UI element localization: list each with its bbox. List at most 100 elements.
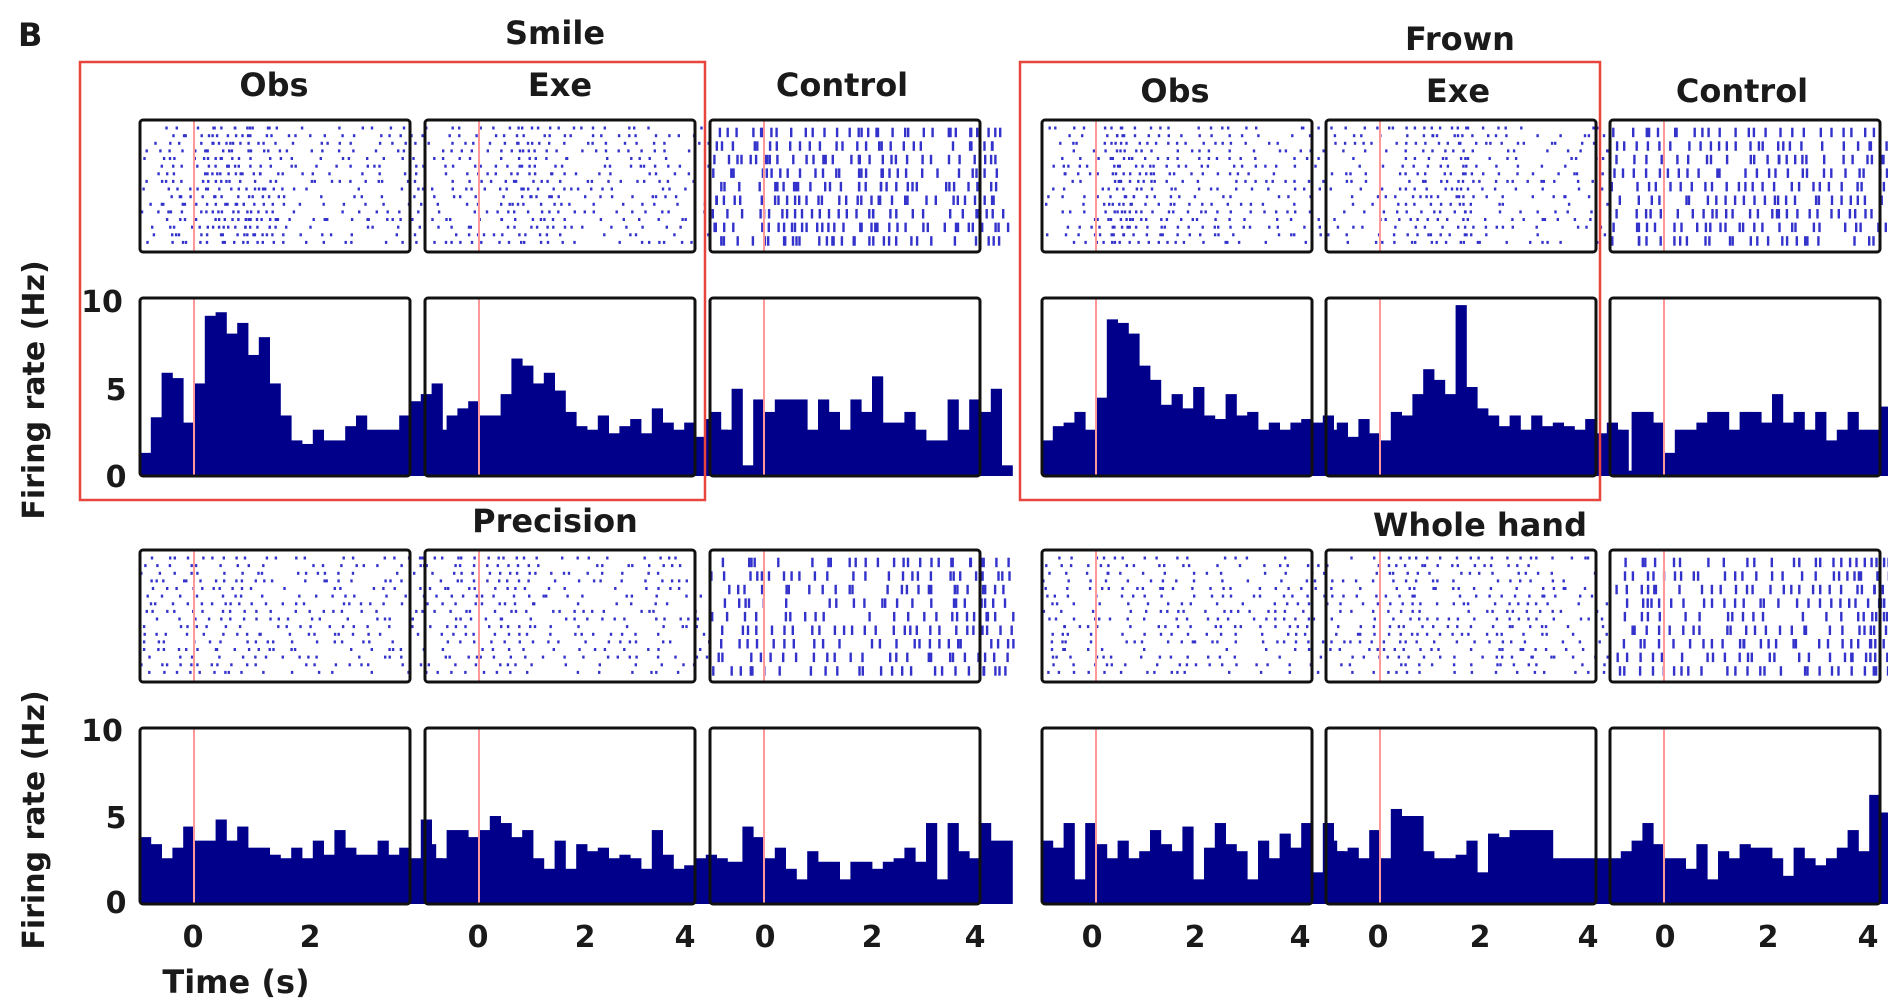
spike: [1818, 639, 1821, 649]
spike: [497, 556, 500, 560]
spike: [1828, 652, 1832, 663]
spike: [1464, 157, 1467, 160]
spike: [580, 632, 583, 636]
spike: [1087, 564, 1090, 568]
spike: [580, 126, 583, 130]
spike: [272, 187, 275, 191]
spike: [1116, 210, 1119, 214]
spike: [990, 639, 993, 649]
histogram-bar: [1685, 429, 1697, 476]
spike: [997, 236, 1001, 246]
spike: [1697, 168, 1700, 178]
spike: [1761, 611, 1765, 622]
spike: [1401, 164, 1404, 168]
spike: [754, 154, 758, 165]
spike: [1784, 195, 1788, 205]
histogram-smile-exe: [425, 298, 728, 476]
spike: [384, 655, 387, 659]
spike: [681, 625, 684, 629]
spike: [1129, 218, 1132, 221]
spike: [1536, 134, 1539, 138]
spike: [1586, 556, 1590, 560]
spike: [1408, 556, 1411, 560]
spike: [290, 164, 293, 168]
spike: [484, 617, 488, 621]
histogram-bar: [641, 868, 653, 904]
spike: [1644, 209, 1648, 219]
spike: [1692, 625, 1695, 635]
spike: [482, 670, 486, 674]
spike: [1282, 594, 1286, 598]
spike: [1445, 179, 1449, 183]
spike: [1233, 655, 1236, 659]
spike: [514, 179, 518, 183]
spike: [599, 579, 602, 583]
spike: [1823, 154, 1826, 165]
spike: [857, 168, 861, 178]
spike: [1120, 210, 1124, 214]
histogram-bar: [1358, 858, 1370, 904]
spike: [1061, 157, 1064, 160]
spike: [1371, 202, 1374, 206]
spike: [145, 149, 148, 153]
spike: [465, 202, 469, 206]
spike: [1131, 218, 1134, 221]
spike: [1003, 598, 1007, 608]
spike: [540, 210, 544, 214]
spike: [393, 556, 396, 560]
spike: [767, 571, 771, 581]
spike: [194, 617, 197, 621]
spike: [140, 210, 144, 214]
spike: [251, 126, 254, 130]
spike: [929, 625, 932, 635]
spike: [714, 222, 717, 233]
spike: [303, 556, 306, 560]
histogram-bar: [1052, 847, 1064, 904]
spike: [1690, 181, 1693, 192]
spike: [1848, 557, 1852, 568]
spike: [1884, 625, 1888, 635]
spike: [333, 632, 337, 636]
spike: [1522, 218, 1525, 221]
histogram-bar: [1390, 808, 1402, 904]
spike: [458, 564, 462, 568]
spike: [350, 648, 353, 651]
spike: [1275, 164, 1278, 168]
histogram-bar: [1631, 411, 1643, 476]
spike: [253, 233, 257, 237]
spike: [219, 233, 223, 237]
spike: [1801, 154, 1804, 165]
spike: [610, 225, 613, 229]
spike: [1293, 157, 1296, 160]
spike: [1222, 195, 1225, 199]
spike: [1761, 141, 1764, 151]
spike: [1637, 195, 1640, 205]
spike: [685, 625, 688, 629]
spike: [1352, 157, 1355, 160]
spike: [1086, 625, 1090, 629]
y-tick-label: 10: [81, 714, 123, 749]
group-title-frown: Frown: [1405, 20, 1515, 58]
histogram-bar: [543, 868, 555, 904]
spike: [1864, 127, 1867, 138]
spike: [507, 210, 510, 214]
spike: [827, 209, 831, 219]
spike: [1382, 640, 1386, 644]
spike: [1731, 611, 1734, 622]
spike: [1077, 233, 1080, 237]
spike: [498, 602, 501, 606]
spike: [459, 617, 462, 621]
spike: [1652, 571, 1655, 581]
spike: [631, 210, 634, 214]
spike: [1438, 210, 1442, 214]
spike: [768, 154, 771, 165]
spike: [1864, 652, 1868, 663]
spike: [747, 598, 751, 608]
spike: [1331, 579, 1334, 583]
spike: [860, 127, 863, 138]
spike: [383, 556, 386, 560]
histogram-bar: [785, 868, 797, 904]
spike: [1182, 609, 1185, 613]
spike: [1113, 164, 1116, 168]
spike: [492, 594, 495, 598]
